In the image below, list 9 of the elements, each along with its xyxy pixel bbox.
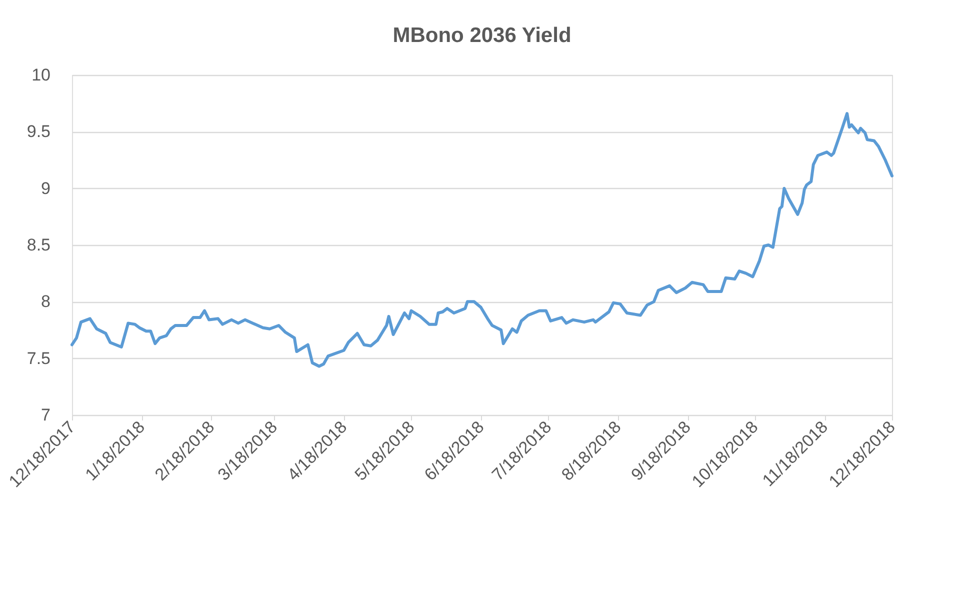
y-tick-label: 7.5 bbox=[26, 348, 50, 368]
y-tick-label: 7 bbox=[41, 406, 50, 424]
y-tick-label: 9.5 bbox=[26, 122, 50, 142]
y-tick-label: 8.5 bbox=[26, 236, 50, 254]
y-tick-label: 9 bbox=[41, 178, 50, 198]
y-tick-label: 10 bbox=[32, 66, 50, 84]
y-tick-label: 8 bbox=[41, 292, 50, 312]
line-series bbox=[70, 112, 894, 368]
chart-title: MBono 2036 Yield bbox=[392, 24, 572, 47]
